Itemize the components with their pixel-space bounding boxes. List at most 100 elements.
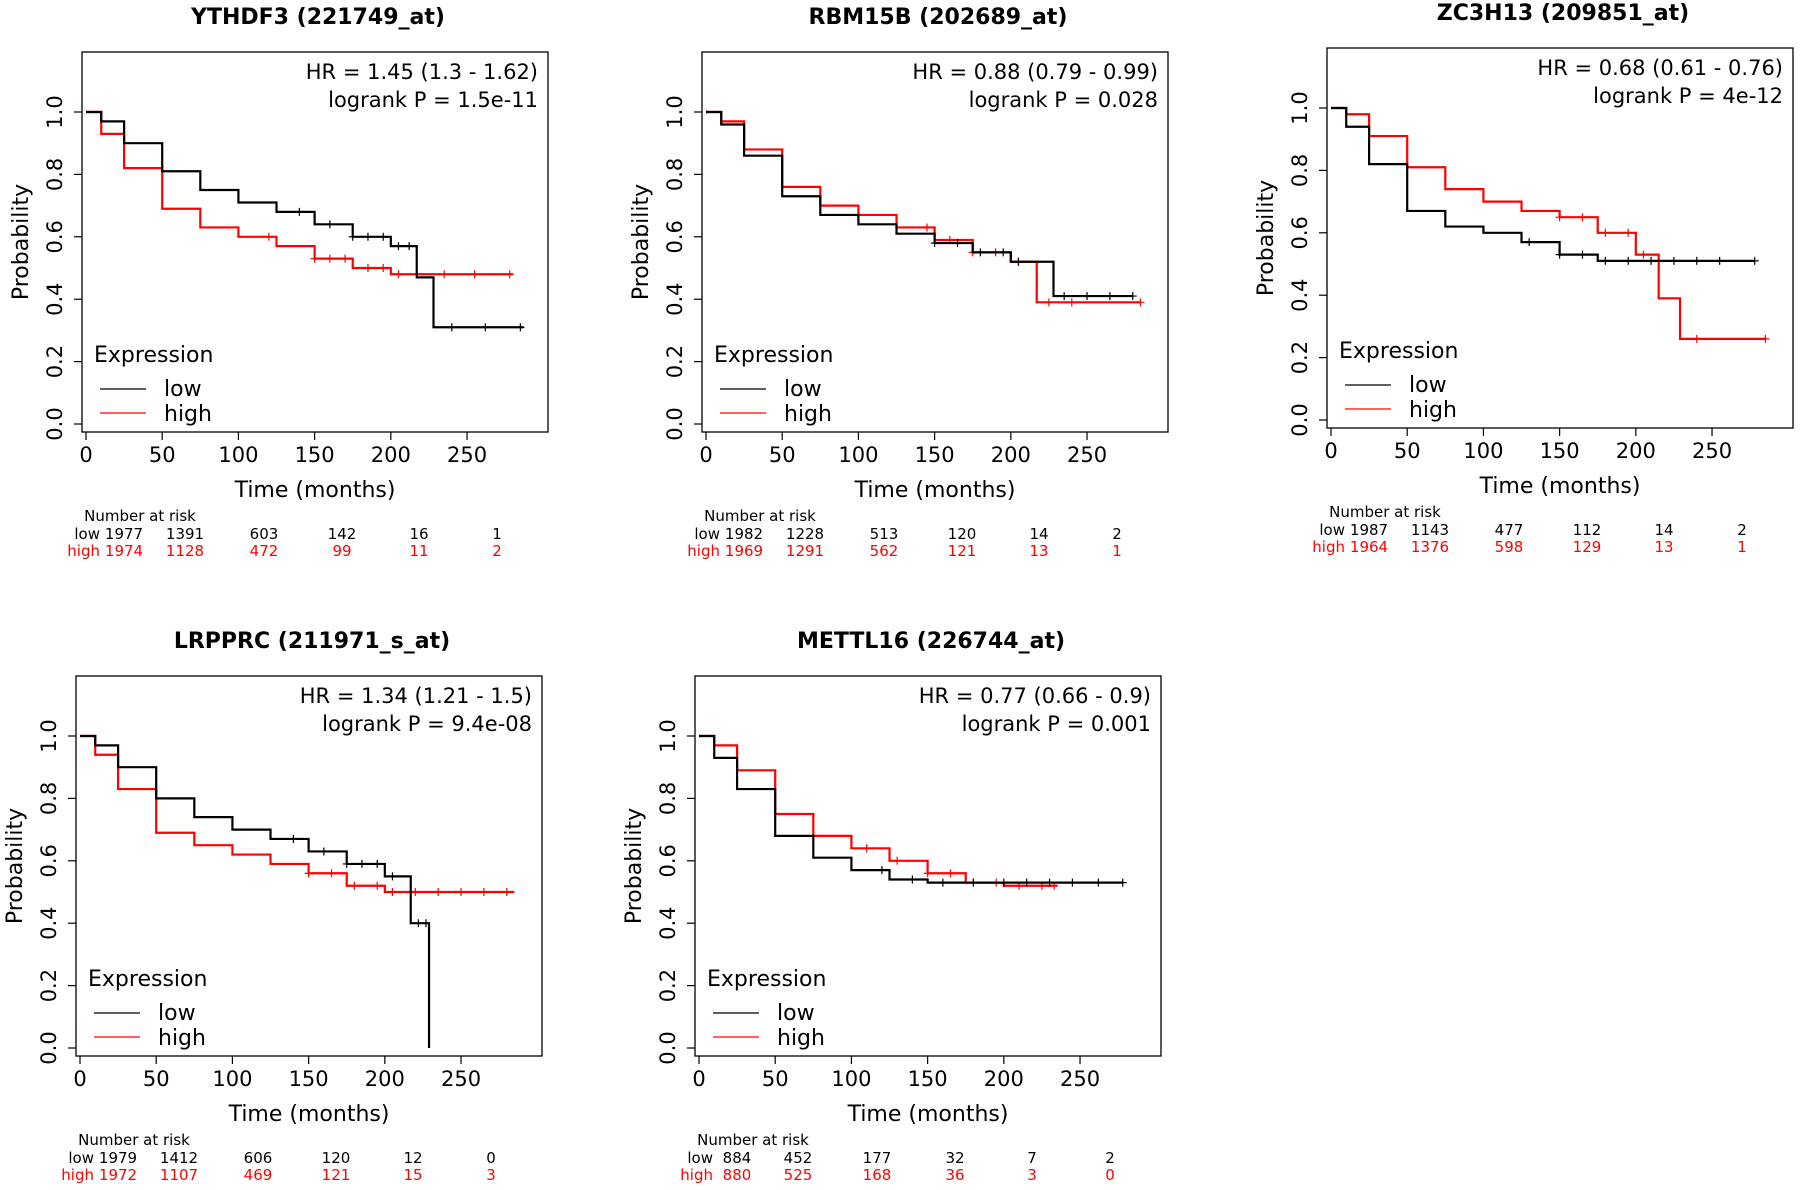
x-tick-label: 250 xyxy=(447,443,487,467)
hazard-ratio-text: HR = 1.34 (1.21 - 1.5) xyxy=(300,684,532,708)
risk-row-label-high: high xyxy=(687,542,720,560)
y-tick-label: 0.6 xyxy=(656,844,680,877)
risk-table-title: Number at risk xyxy=(1329,503,1441,521)
km-curve-low xyxy=(1331,106,1755,262)
x-tick-label: 150 xyxy=(908,1067,948,1091)
risk-row-label-high: high xyxy=(67,542,100,560)
risk-count-low: 477 xyxy=(1495,521,1524,539)
risk-count-low: 14 xyxy=(1029,525,1048,543)
censor-mark-high xyxy=(1555,213,1564,222)
censor-mark-high xyxy=(470,270,479,279)
risk-count-high: 1107 xyxy=(160,1166,198,1184)
risk-count-high: 36 xyxy=(945,1166,964,1184)
y-tick-label: 0.2 xyxy=(656,969,680,1002)
risk-count-low: 12 xyxy=(403,1149,422,1167)
risk-count-low: 606 xyxy=(244,1149,273,1167)
legend-label-high: high xyxy=(784,402,832,427)
risk-count-high: 168 xyxy=(863,1166,892,1184)
x-tick-label: 50 xyxy=(1394,439,1421,463)
y-axis-label: Probability xyxy=(629,184,654,300)
km-curve-low xyxy=(699,734,1123,884)
censor-mark-high xyxy=(1044,298,1053,307)
risk-row-label-high: high xyxy=(61,1166,94,1184)
censor-mark-low xyxy=(1669,256,1678,265)
y-axis-label: Probability xyxy=(9,184,34,300)
x-tick-label: 250 xyxy=(441,1067,481,1091)
y-tick-label: 0.0 xyxy=(37,1031,61,1064)
x-tick-label: 0 xyxy=(73,1067,86,1091)
censor-mark-high xyxy=(327,869,336,878)
censor-mark-high xyxy=(379,264,388,272)
km-curve-low xyxy=(86,110,524,329)
km-panel-2: RBM15B (202689_at) 0.0 0.2 0.4 0.6 0.8 1.0 0 50 1… xyxy=(629,5,1169,560)
censor-mark-high xyxy=(457,888,466,896)
risk-count-low: 2 xyxy=(1105,1149,1115,1167)
legend-label-high: high xyxy=(164,402,212,427)
x-tick-label: 100 xyxy=(218,443,258,467)
x-tick-label: 50 xyxy=(149,443,176,467)
risk-count-high: 2 xyxy=(492,542,502,560)
x-tick-label: 200 xyxy=(371,443,411,467)
y-tick-label: 0.8 xyxy=(656,782,680,815)
risk-count-high: 11 xyxy=(409,542,428,560)
risk-count-high: 598 xyxy=(1495,538,1524,556)
x-axis-label: Time (months) xyxy=(234,478,396,503)
risk-count-low: 1412 xyxy=(160,1149,198,1167)
risk-count-high: 0 xyxy=(1105,1166,1115,1184)
censor-mark-low xyxy=(1624,256,1633,265)
y-tick-label: 0.8 xyxy=(37,782,61,815)
risk-row-label-low: low xyxy=(74,525,100,543)
legend-label-low: low xyxy=(164,377,202,402)
logrank-text: logrank P = 0.028 xyxy=(969,88,1158,112)
censor-mark-low xyxy=(447,323,456,332)
censor-mark-low xyxy=(1045,878,1054,887)
risk-count-low: 884 xyxy=(723,1149,752,1167)
x-tick-label: 150 xyxy=(1540,439,1580,463)
legend-title: Expression xyxy=(1339,339,1458,364)
risk-count-low: 603 xyxy=(250,525,279,543)
hazard-ratio-text: HR = 0.88 (0.79 - 0.99) xyxy=(912,60,1158,84)
censor-mark-high xyxy=(388,888,397,896)
logrank-text: logrank P = 4e-12 xyxy=(1593,84,1783,108)
censor-mark-low xyxy=(1692,256,1701,265)
y-tick-label: 0.6 xyxy=(43,220,67,253)
hazard-ratio-text: HR = 0.68 (0.61 - 0.76) xyxy=(1537,56,1783,80)
y-tick-label: 0.4 xyxy=(37,906,61,939)
panel-title: METTL16 (226744_at) xyxy=(797,629,1065,654)
censor-mark-low xyxy=(1128,292,1137,301)
censor-mark-high xyxy=(341,254,350,263)
y-tick-label: 0.2 xyxy=(1288,341,1312,374)
censor-mark-low xyxy=(405,242,414,251)
censor-mark-low xyxy=(969,878,978,887)
risk-count-low: 0 xyxy=(486,1149,496,1167)
risk-count-low: 2 xyxy=(1112,525,1122,543)
logrank-text: logrank P = 1.5e-11 xyxy=(328,88,538,112)
y-tick-label: 0.4 xyxy=(43,282,67,315)
risk-count-low: 177 xyxy=(863,1149,892,1167)
y-tick-label: 0.6 xyxy=(37,844,61,877)
risk-count-high: 1972 xyxy=(99,1166,137,1184)
x-axis-label: Time (months) xyxy=(854,478,1016,503)
censor-mark-high xyxy=(923,223,931,232)
y-tick-label: 0.0 xyxy=(43,407,67,440)
censor-mark-high xyxy=(304,869,313,878)
x-tick-label: 0 xyxy=(692,1067,705,1091)
x-axis-label: Time (months) xyxy=(228,1102,390,1127)
risk-table-title: Number at risk xyxy=(704,507,816,525)
km-curve-high xyxy=(80,734,515,894)
x-tick-label: 150 xyxy=(289,1067,329,1091)
risk-count-low: 1 xyxy=(492,525,502,543)
risk-count-high: 3 xyxy=(1027,1166,1037,1184)
risk-row-label-high: high xyxy=(1312,538,1345,556)
censor-mark-low xyxy=(1118,878,1127,887)
km-panel-4: LRPPRC (211971_s_at) 0.0 0.2 0.4 0.6 0.8 1.0 0 5… xyxy=(3,629,543,1184)
censor-mark-low xyxy=(938,878,947,887)
censor-mark-low xyxy=(976,248,985,257)
risk-count-low: 1982 xyxy=(725,525,763,543)
legend-label-low: low xyxy=(777,1001,815,1026)
risk-count-high: 1969 xyxy=(725,542,763,560)
y-tick-label: 0.2 xyxy=(37,969,61,1002)
x-tick-label: 200 xyxy=(984,1067,1024,1091)
legend-title: Expression xyxy=(714,343,833,368)
censor-mark-high xyxy=(325,254,334,263)
